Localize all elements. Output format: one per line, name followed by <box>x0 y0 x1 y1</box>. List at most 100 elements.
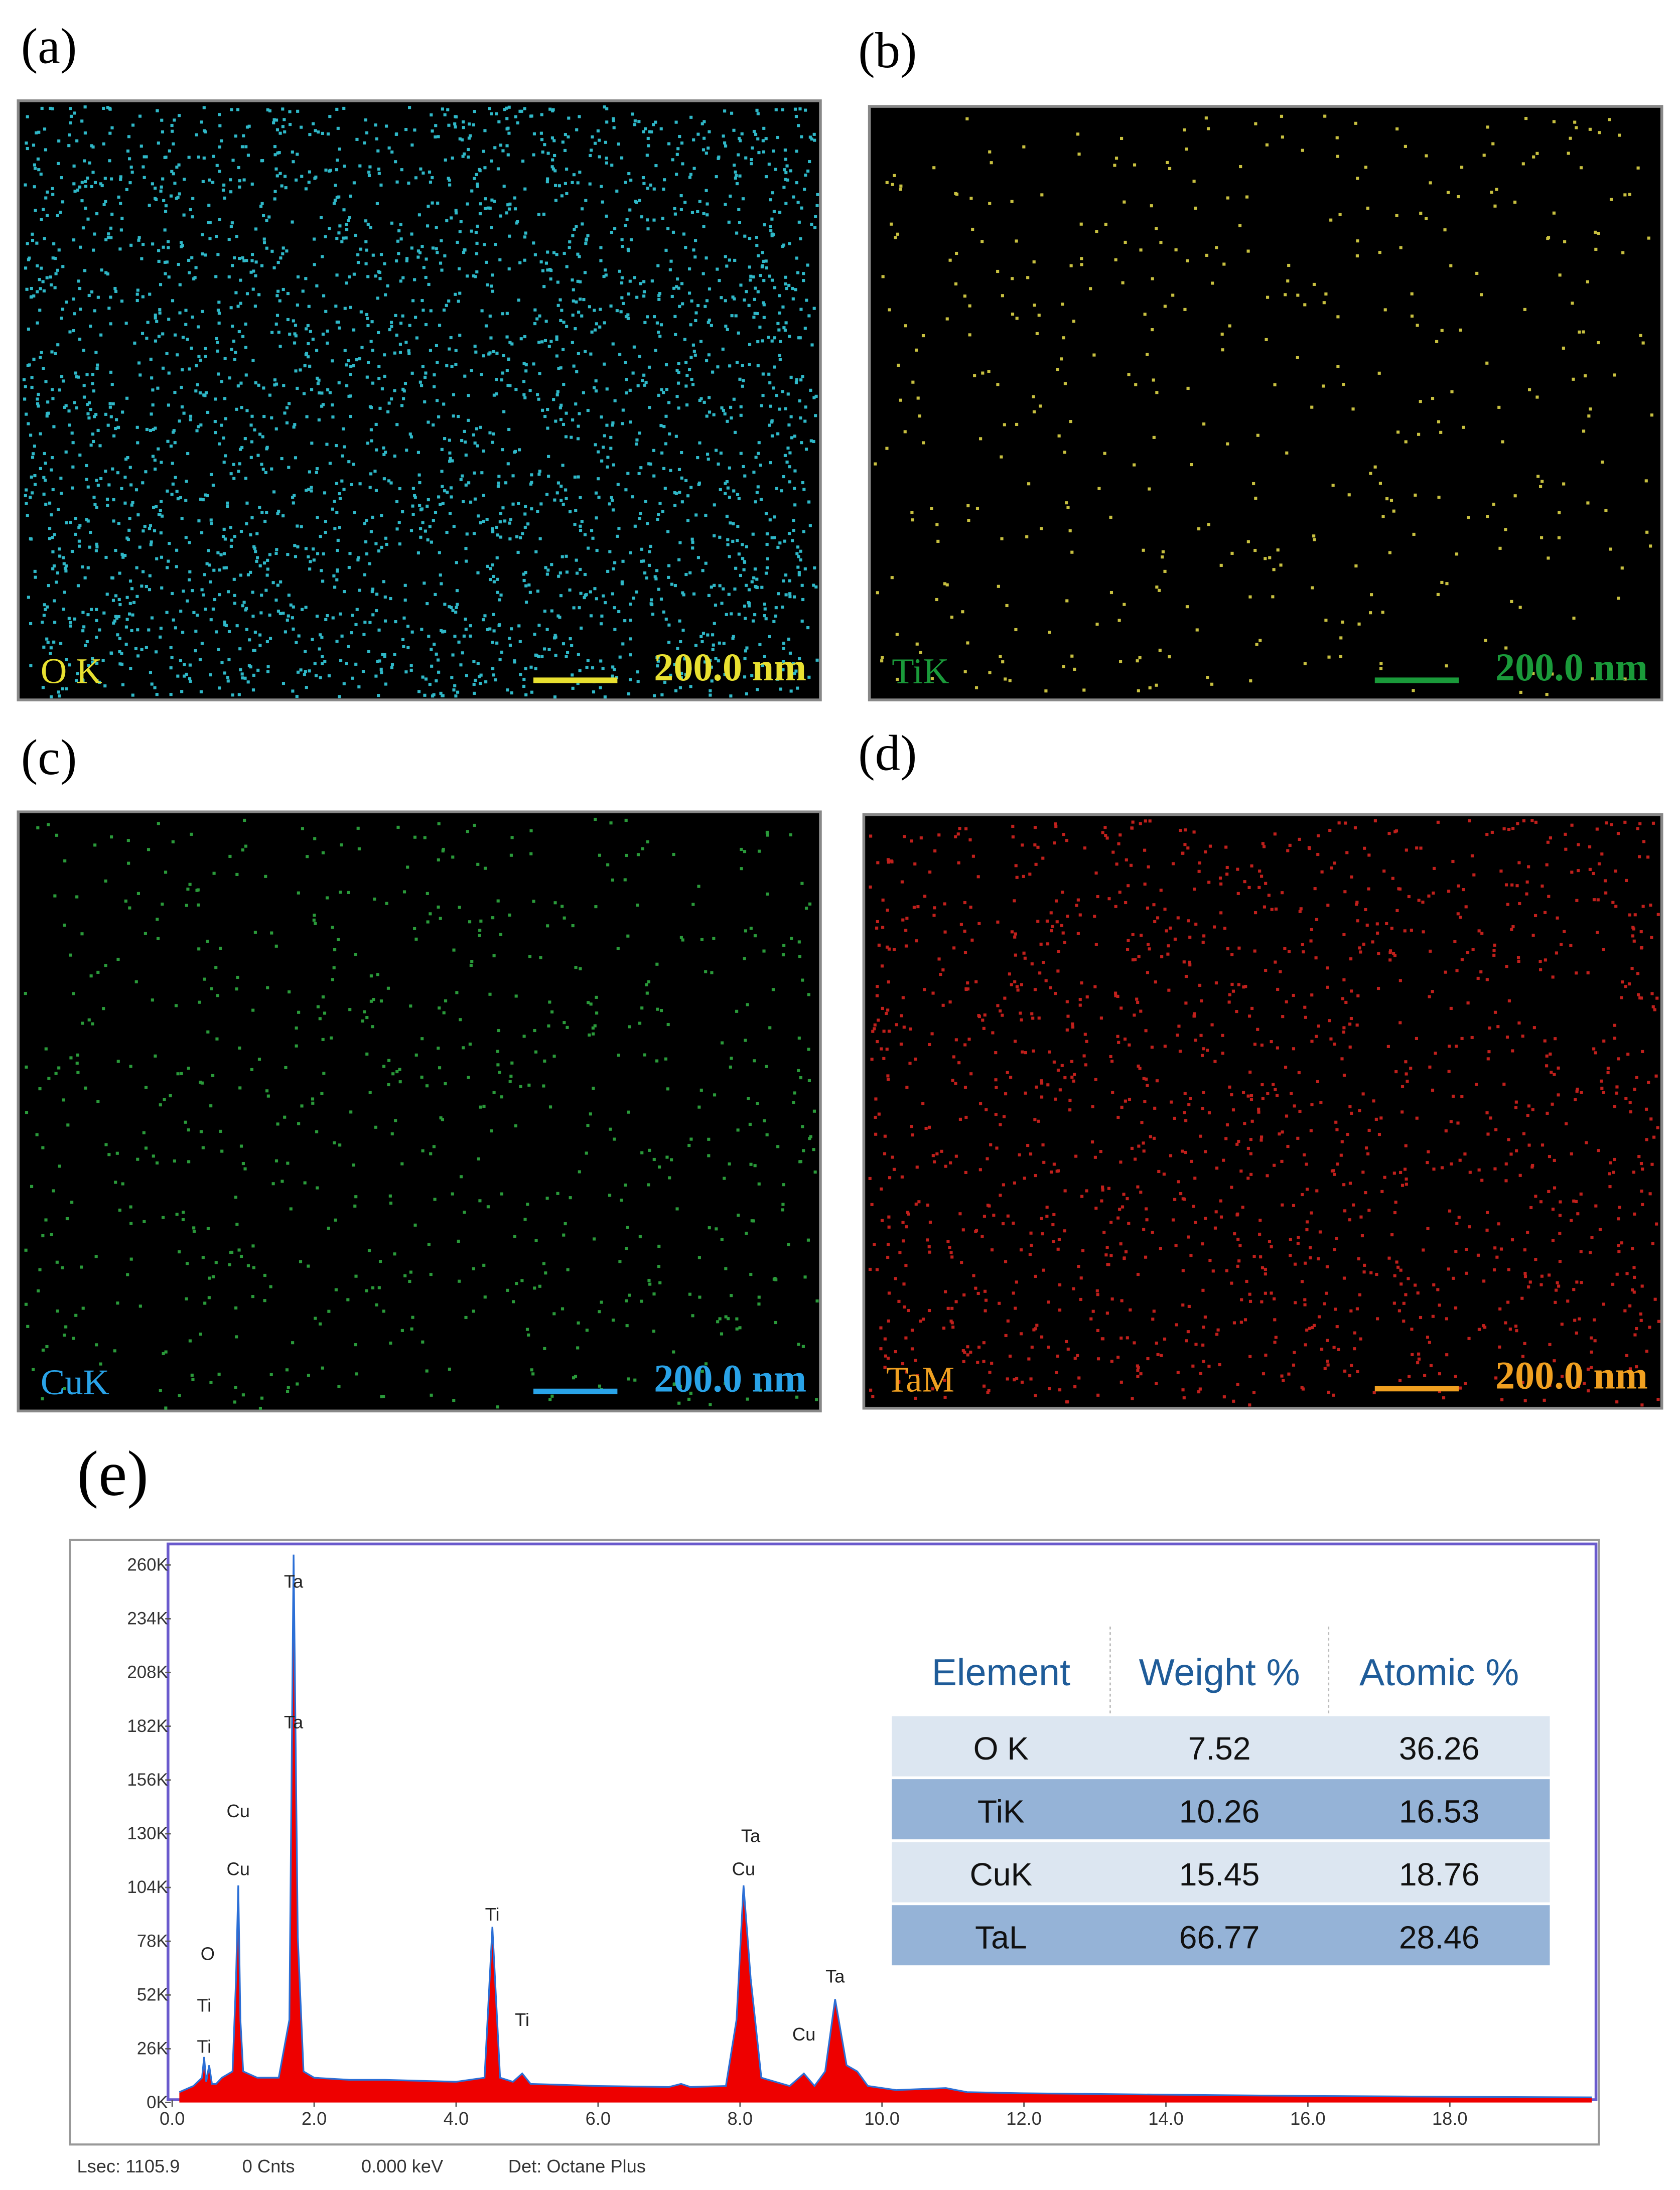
dot <box>1504 1179 1508 1183</box>
dot <box>739 573 742 577</box>
dot <box>77 539 81 543</box>
dot <box>221 188 225 192</box>
dot <box>1644 479 1648 483</box>
dot <box>258 432 262 436</box>
dot <box>898 1251 902 1254</box>
dot <box>963 295 966 298</box>
dot <box>337 1385 341 1388</box>
dot <box>887 1215 891 1219</box>
dot <box>547 455 550 458</box>
dot <box>597 450 600 454</box>
dot <box>704 513 708 517</box>
dot <box>595 597 598 601</box>
dot <box>42 614 46 617</box>
dot <box>547 648 551 651</box>
dot <box>765 1065 768 1068</box>
dot <box>37 130 41 134</box>
dot <box>762 150 766 154</box>
dot <box>256 668 260 672</box>
dot <box>197 947 201 951</box>
dot <box>692 349 696 353</box>
dot <box>601 667 605 670</box>
dot <box>125 618 129 621</box>
dot <box>1214 981 1218 985</box>
dot <box>26 1325 30 1328</box>
dot <box>680 282 684 285</box>
dot <box>486 628 489 632</box>
dot <box>988 671 992 674</box>
dot <box>73 111 76 115</box>
dot <box>409 1004 412 1008</box>
dot <box>717 659 720 663</box>
dot <box>1457 1216 1461 1219</box>
dot <box>486 1205 490 1209</box>
dot <box>1011 277 1014 280</box>
dot <box>434 135 437 138</box>
dot <box>266 558 269 562</box>
dot <box>411 487 415 490</box>
dot <box>1477 1328 1481 1331</box>
dot <box>778 311 781 315</box>
dot <box>1345 851 1349 854</box>
dot <box>178 192 181 196</box>
dot <box>483 866 487 870</box>
dot <box>214 431 217 434</box>
dot <box>1558 1232 1562 1235</box>
dot <box>314 1317 317 1320</box>
dot <box>1142 548 1145 552</box>
dot <box>166 566 169 569</box>
dot <box>584 350 587 353</box>
dot <box>1572 1199 1576 1203</box>
dot <box>761 251 764 254</box>
dot <box>388 1194 392 1198</box>
dot <box>1299 907 1303 911</box>
dot <box>954 192 957 195</box>
dot <box>129 1065 132 1068</box>
dot <box>877 1112 881 1116</box>
dot <box>268 109 271 113</box>
dot <box>311 1097 315 1101</box>
dot <box>723 141 727 144</box>
dot <box>332 574 336 577</box>
dot <box>169 693 173 696</box>
dot <box>175 548 179 552</box>
dot <box>56 1309 59 1313</box>
dot <box>681 302 684 306</box>
dot <box>634 442 638 446</box>
dot <box>465 674 468 677</box>
dot <box>385 542 388 546</box>
dot <box>1028 1253 1032 1256</box>
dot <box>1259 1255 1263 1259</box>
dot <box>447 123 451 127</box>
dot <box>537 213 540 216</box>
dot <box>200 1081 204 1085</box>
dot <box>761 394 765 397</box>
dot <box>219 1129 222 1133</box>
dot <box>439 1116 443 1120</box>
dot <box>190 1373 194 1377</box>
dot <box>1639 930 1643 934</box>
dot <box>223 620 226 624</box>
dot <box>523 525 527 529</box>
dot <box>334 1218 337 1222</box>
dot <box>621 408 625 412</box>
dot <box>635 438 639 442</box>
dot <box>530 473 533 477</box>
dot <box>1491 142 1495 145</box>
dot <box>1303 303 1307 307</box>
dot <box>78 524 82 527</box>
dot <box>891 183 894 186</box>
dot <box>249 665 252 669</box>
dot <box>631 371 635 375</box>
dot <box>249 570 252 574</box>
dot <box>128 612 131 616</box>
dot <box>538 372 541 375</box>
dot <box>784 573 788 577</box>
dot <box>42 476 46 479</box>
dot <box>74 679 78 682</box>
dot <box>1285 451 1289 455</box>
dot <box>155 505 158 509</box>
dot <box>1609 1161 1612 1164</box>
dot <box>599 686 602 689</box>
dot <box>749 278 752 282</box>
